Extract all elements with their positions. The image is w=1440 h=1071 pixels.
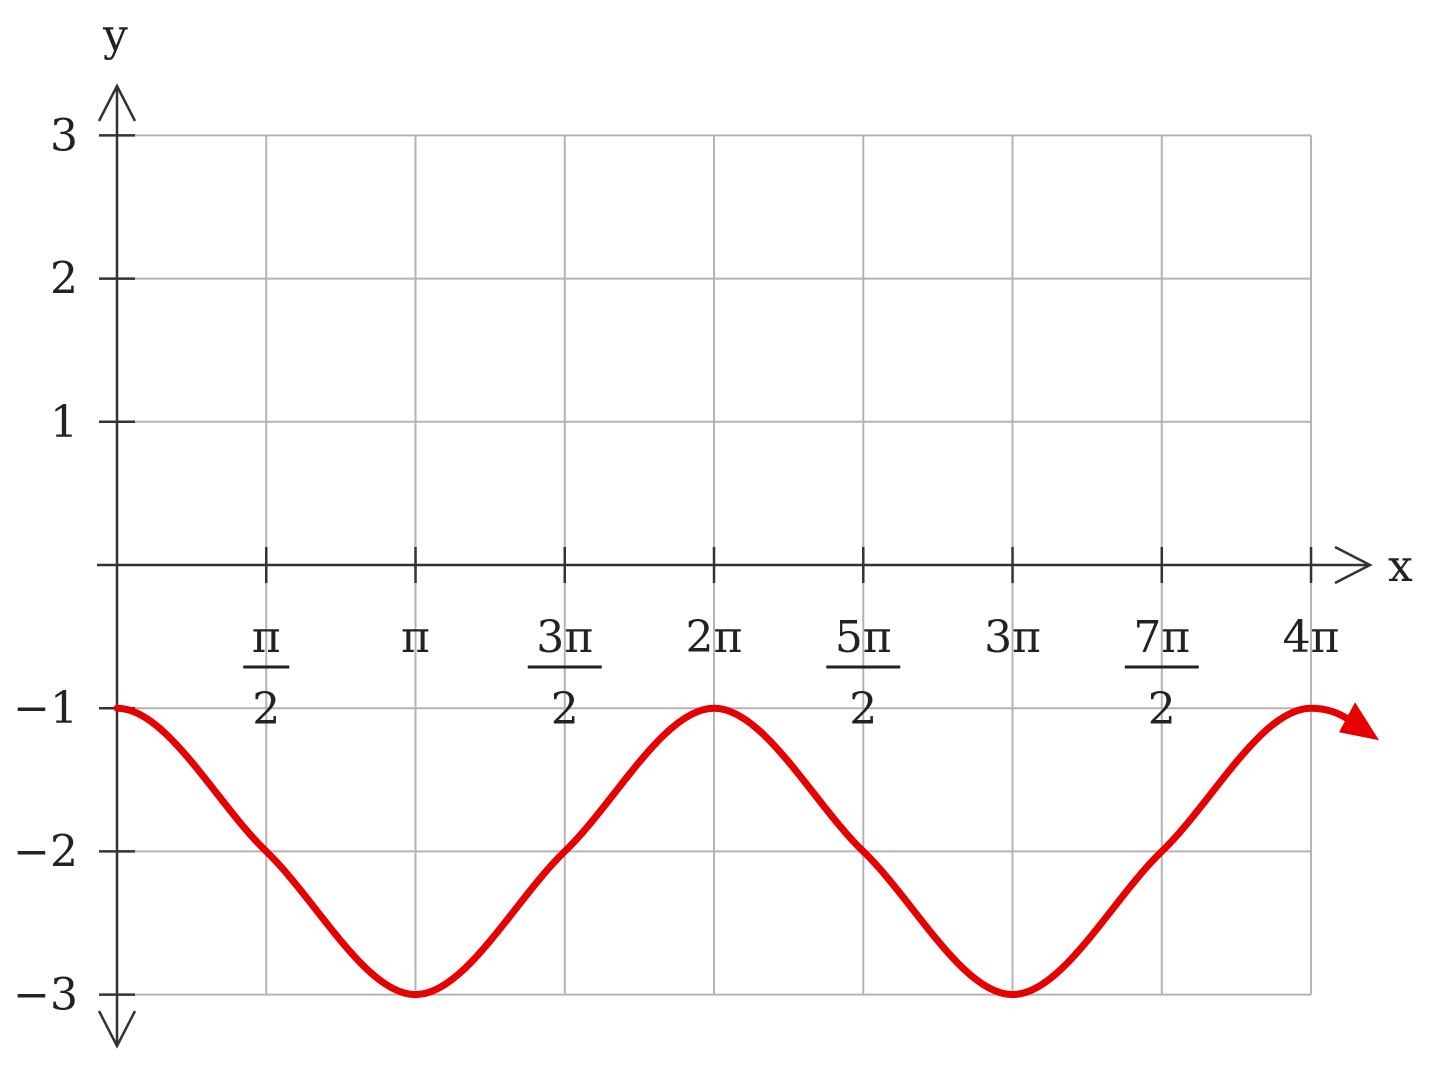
x-tick-label-numerator: 5π bbox=[835, 612, 892, 663]
y-tick-label: −3 bbox=[13, 970, 78, 1021]
x-axis-arrowhead bbox=[1334, 545, 1373, 585]
x-axis-label: x bbox=[1388, 541, 1413, 592]
y-axis-arrowhead-top bbox=[97, 83, 137, 122]
x-tick-label: 2π bbox=[686, 612, 743, 663]
series-arrowhead bbox=[1339, 702, 1380, 741]
y-axis-arrowhead-bottom bbox=[97, 1010, 137, 1049]
x-tick-label: π bbox=[401, 612, 430, 663]
x-tick-label: 3π bbox=[984, 612, 1041, 663]
x-tick-label-denominator: 2 bbox=[1148, 684, 1176, 735]
x-tick-label-denominator: 2 bbox=[551, 684, 579, 735]
x-tick-label-numerator: π bbox=[252, 612, 281, 663]
axes bbox=[97, 83, 1373, 1049]
x-tick-label: 4π bbox=[1283, 612, 1340, 663]
y-tick-label: 1 bbox=[50, 397, 78, 448]
x-tick-label-denominator: 2 bbox=[252, 684, 280, 735]
x-tick-label-numerator: 3π bbox=[536, 612, 593, 663]
y-tick-label: −1 bbox=[13, 683, 78, 734]
series-line bbox=[113, 704, 1357, 999]
y-tick-label: 3 bbox=[50, 110, 78, 161]
y-tick-label: −2 bbox=[13, 826, 78, 877]
series-layer bbox=[113, 702, 1380, 999]
y-axis-label: y bbox=[102, 10, 128, 61]
y-tick-label: 2 bbox=[50, 254, 78, 305]
x-tick-label-numerator: 7π bbox=[1133, 612, 1190, 663]
x-tick-label-denominator: 2 bbox=[849, 684, 877, 735]
